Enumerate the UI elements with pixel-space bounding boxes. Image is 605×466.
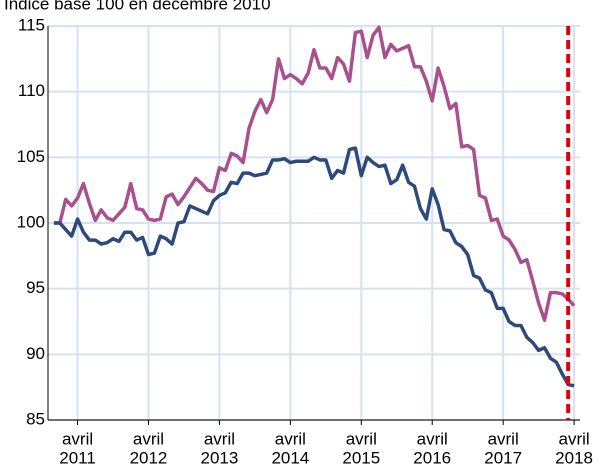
- y-tick-label: 90: [26, 344, 45, 363]
- y-tick-label: 110: [18, 81, 45, 100]
- x-tick-year: 2012: [130, 448, 168, 466]
- x-tick-year: 2013: [201, 448, 239, 466]
- x-tick-month: avril: [417, 429, 448, 448]
- series-line: [53, 146, 575, 388]
- x-tick-year: 2011: [59, 448, 96, 466]
- chart-title: Indice base 100 en décembre 2010: [4, 0, 271, 13]
- y-tick-label: 95: [26, 278, 45, 297]
- y-tick-label: 85: [26, 409, 45, 428]
- x-tick-month: avril: [204, 429, 235, 448]
- series-line: [53, 25, 576, 322]
- y-tick-label: 115: [18, 15, 45, 34]
- x-tick-year: 2016: [413, 448, 451, 466]
- x-tick-year: 2018: [555, 448, 593, 466]
- x-tick-month: avril: [275, 429, 306, 448]
- x-tick-year: 2014: [271, 448, 309, 466]
- x-tick-year: 2015: [342, 448, 380, 466]
- x-tick-month: avril: [488, 429, 519, 448]
- y-tick-label: 100: [17, 212, 45, 231]
- x-tick-month: avril: [559, 429, 590, 448]
- x-tick-month: avril: [62, 429, 93, 448]
- x-tick-month: avril: [133, 429, 164, 448]
- x-tick-year: 2017: [484, 448, 522, 466]
- y-tick-label: 105: [17, 147, 45, 166]
- x-tick-month: avril: [346, 429, 377, 448]
